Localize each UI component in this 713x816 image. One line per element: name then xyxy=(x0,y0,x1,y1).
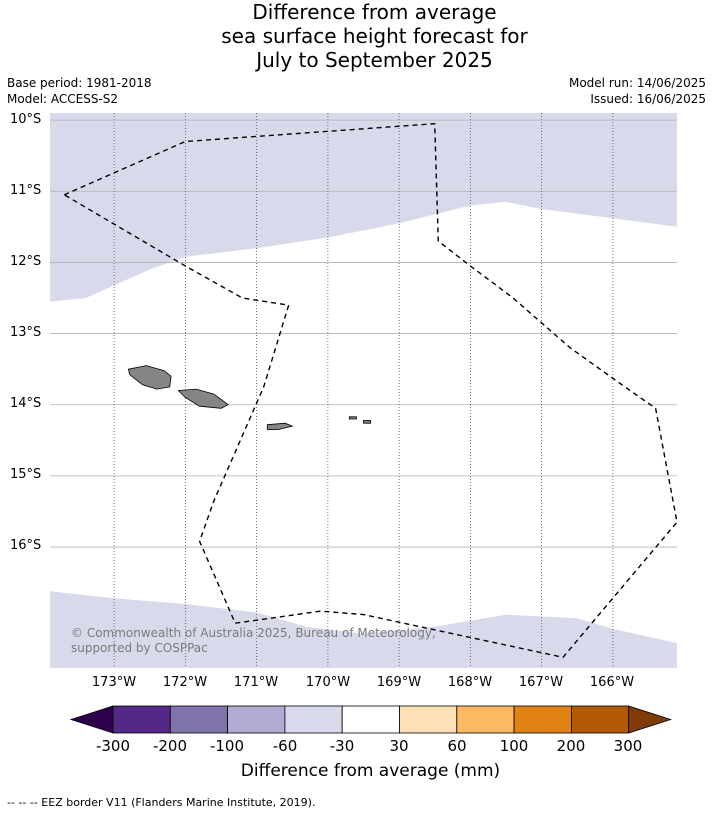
island-2 xyxy=(177,388,229,409)
colorbar-extend-high xyxy=(628,705,673,734)
colorbar-tick: 60 xyxy=(447,737,467,755)
colorbar-segment xyxy=(284,705,343,734)
title-line-3: July to September 2025 xyxy=(256,48,493,72)
lon-label-167w: 167°W xyxy=(518,675,564,690)
eez-footnote: -- -- -- EEZ border V11 (Flanders Marine… xyxy=(7,796,316,809)
colorbar xyxy=(69,705,673,734)
meta-right: Model run: 14/06/2025 Issued: 16/06/2025 xyxy=(569,75,706,107)
title-line-1: Difference from average xyxy=(252,0,497,24)
colorbar-tick: -100 xyxy=(209,737,245,755)
lat-label-14s: 14°S xyxy=(10,396,42,411)
colorbar-segment xyxy=(456,705,515,734)
lon-label-172w: 172°W xyxy=(162,675,208,690)
anomaly-region-north xyxy=(50,113,677,302)
colorbar-tick: 100 xyxy=(499,737,529,755)
colorbar-label: Difference from average (mm) xyxy=(240,761,501,781)
map-area xyxy=(50,113,677,668)
lat-label-12s: 12°S xyxy=(10,254,42,269)
colorbar-segment xyxy=(513,705,572,734)
lat-label-10s: 10°S xyxy=(10,112,42,127)
colorbar-segment xyxy=(399,705,458,734)
colorbar-segment xyxy=(341,705,400,734)
lon-label-170w: 170°W xyxy=(305,675,351,690)
colorbar-tick: -30 xyxy=(329,737,355,755)
eez-border xyxy=(63,122,677,659)
colorbar-tick: -200 xyxy=(152,737,188,755)
colorbar-tick: -60 xyxy=(272,737,298,755)
colorbar-segment xyxy=(571,705,630,734)
model-name: Model: ACCESS-S2 xyxy=(7,92,119,106)
lon-label-171w: 171°W xyxy=(233,675,279,690)
lon-label-166w: 166°W xyxy=(589,675,635,690)
lon-label-173w: 173°W xyxy=(91,675,137,690)
lat-label-13s: 13°S xyxy=(10,325,42,340)
island-3 xyxy=(266,422,294,431)
lat-label-16s: 16°S xyxy=(10,538,42,553)
map-title: Difference from average sea surface heig… xyxy=(0,0,713,72)
colorbar-tick: 200 xyxy=(556,737,586,755)
colorbar-tick: 30 xyxy=(389,737,409,755)
lon-label-169w: 169°W xyxy=(376,675,422,690)
colorbar-segment xyxy=(169,705,229,734)
lat-label-11s: 11°S xyxy=(10,183,42,198)
colorbar-extend-low xyxy=(69,705,114,734)
model-run: Model run: 14/06/2025 xyxy=(568,76,706,90)
title-line-2: sea surface height forecast for xyxy=(221,24,528,48)
colorbar-tick: -300 xyxy=(95,737,131,755)
island-5 xyxy=(363,419,372,424)
colorbar-segment xyxy=(112,705,171,734)
copyright-note: © Commonwealth of Australia 2025, Bureau… xyxy=(71,626,436,655)
island-1 xyxy=(127,365,172,390)
colorbar-segment xyxy=(227,705,286,734)
meta-left: Base period: 1981-2018 Model: ACCESS-S2 xyxy=(7,75,152,107)
lat-label-15s: 15°S xyxy=(10,467,42,482)
lon-label-168w: 168°W xyxy=(447,675,493,690)
colorbar-tick: 300 xyxy=(613,737,643,755)
base-period: Base period: 1981-2018 xyxy=(7,76,152,90)
issued-date: Issued: 16/06/2025 xyxy=(590,92,706,106)
island-4 xyxy=(348,416,357,420)
